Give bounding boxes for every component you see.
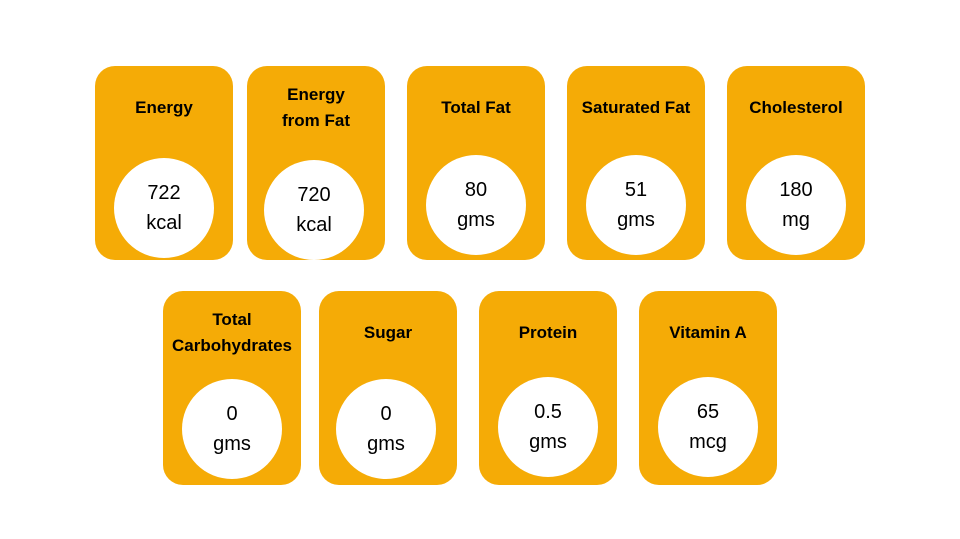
nutrient-value: 720 xyxy=(297,184,331,206)
nutrient-card-cholesterol: Cholesterol 180 mg xyxy=(727,66,865,260)
card-title: Total Fat xyxy=(441,98,511,117)
card-title: Sugar xyxy=(363,323,413,342)
value-circle: 65 mcg xyxy=(658,377,758,477)
nutrient-value: 0 xyxy=(380,403,392,425)
nutrient-card-vitamin-a: Vitamin A 65 mcg xyxy=(639,291,777,485)
nutrient-unit: mg xyxy=(782,209,810,231)
nutrient-unit: gms xyxy=(213,433,251,455)
nutrient-card-total-fat: Total Fat 80 gms xyxy=(407,66,545,260)
value-circle: 180 mg xyxy=(746,155,846,255)
card-title: Vitamin A xyxy=(669,323,747,342)
nutrient-unit: gms xyxy=(617,209,655,231)
value-circle: 722 kcal xyxy=(114,158,214,258)
nutrient-unit: gms xyxy=(457,209,495,231)
nutrient-unit: kcal xyxy=(146,212,182,234)
nutrient-card-protein: Protein 0.5 gms xyxy=(479,291,617,485)
value-circle: 80 gms xyxy=(426,155,526,255)
nutrient-value: 51 xyxy=(624,179,648,201)
nutrient-unit: gms xyxy=(367,433,405,455)
nutrient-card-energy-from-fat: Energy from Fat 720 kcal xyxy=(247,66,385,260)
card-title: Protein xyxy=(518,323,578,342)
card-title: Energy xyxy=(135,98,193,117)
nutrient-unit: kcal xyxy=(296,214,332,236)
value-circle: 0 gms xyxy=(182,379,282,479)
nutrient-card-sugar: Sugar 0 gms xyxy=(319,291,457,485)
nutrient-value: 180 xyxy=(779,179,813,201)
nutrient-value: 80 xyxy=(464,179,488,201)
nutrient-unit: mcg xyxy=(689,431,727,453)
card-title: Cholesterol xyxy=(749,98,843,117)
card-title: Total Carbohydrates xyxy=(172,310,292,355)
value-circle: 0.5 gms xyxy=(498,377,598,477)
nutrient-card-energy: Energy 722 kcal xyxy=(95,66,233,260)
nutrient-unit: gms xyxy=(529,431,567,453)
card-title: Saturated Fat xyxy=(581,98,691,117)
nutrient-card-saturated-fat: Saturated Fat 51 gms xyxy=(567,66,705,260)
nutrient-value: 65 xyxy=(696,401,720,423)
nutrient-value: 722 xyxy=(147,182,181,204)
value-circle: 0 gms xyxy=(336,379,436,479)
value-circle: 720 kcal xyxy=(264,160,364,260)
value-circle: 51 gms xyxy=(586,155,686,255)
nutrient-value: 0 xyxy=(226,403,238,425)
card-title: Energy from Fat xyxy=(282,85,350,130)
nutrient-card-total-carbohydrates: Total Carbohydrates 0 gms xyxy=(163,291,301,485)
nutrient-value: 0.5 xyxy=(534,401,562,423)
